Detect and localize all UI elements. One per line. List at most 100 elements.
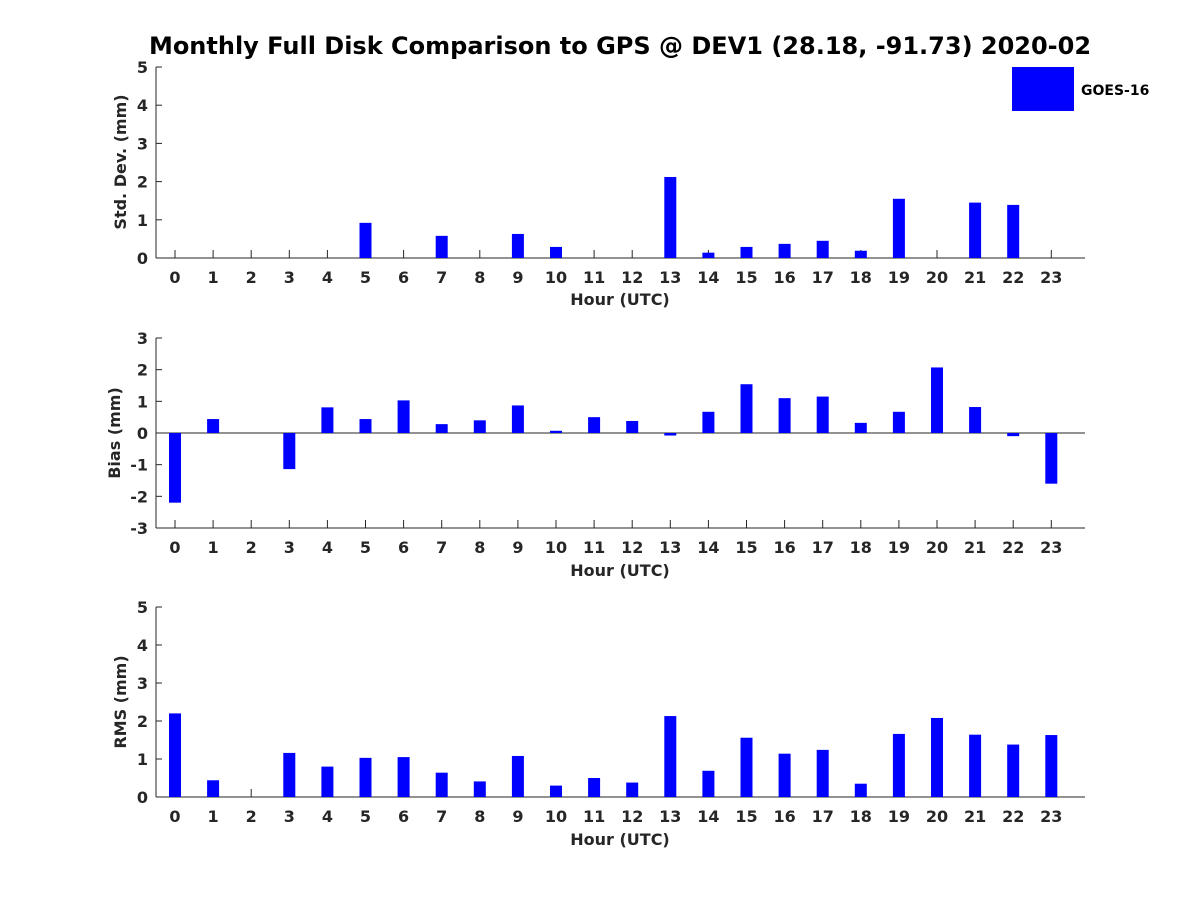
std-dev-bar-hour-10 [550,246,562,258]
std-dev-xtick-label: 19 [888,268,910,287]
std-dev-bar-hour-13 [664,177,677,258]
rms-xtick-label: 18 [850,807,872,826]
std-dev-xtick-label: 8 [474,268,485,287]
bias-ytick-label: -3 [130,519,148,538]
std-dev-bar-hour-15 [740,246,753,258]
rms-xtick-label: 5 [360,807,371,826]
std-dev-xtick-label: 4 [322,268,333,287]
std-dev-xtick-label: 14 [697,268,719,287]
std-dev-xtick-label: 12 [621,268,643,287]
rms-bar-hour-7 [435,772,448,797]
rms-xtick-label: 10 [545,807,567,826]
bias-xtick-label: 2 [246,538,257,557]
bias-bar-hour-19 [892,411,905,433]
bias-xtick-label: 23 [1040,538,1062,557]
bias-xtick-label: 6 [398,538,409,557]
std-dev-xtick-label: 0 [169,268,180,287]
rms-xtick-label: 0 [169,807,180,826]
bias-ytick-label: 1 [137,392,148,411]
std-dev-ytick-label: 3 [137,134,148,153]
std-dev-xtick-label: 21 [964,268,986,287]
std-dev-xtick-label: 1 [208,268,219,287]
bias-xtick-label: 15 [735,538,757,557]
rms-xtick-label: 2 [246,807,257,826]
rms-bar-hour-21 [969,734,982,797]
rms-bar-hour-22 [1007,744,1020,797]
rms-bar-hour-16 [778,753,791,797]
rms-ytick-label: 3 [137,674,148,693]
rms-xtick-label: 1 [208,807,219,826]
rms-ytick-label: 1 [137,750,148,769]
bias-xtick-label: 14 [697,538,719,557]
bias-xtick-label: 21 [964,538,986,557]
std-dev-ytick-label: 4 [137,96,148,115]
bias-xtick-label: 10 [545,538,567,557]
bias-bar-hour-0 [169,433,181,503]
rms-bar-hour-15 [740,737,753,797]
rms-ytick-label: 2 [137,712,148,731]
rms-bar-hour-6 [397,757,410,797]
rms-ylabel: RMS (mm) [111,655,130,748]
bias-bar-hour-16 [778,398,791,433]
std-dev-bar-hour-21 [969,202,982,258]
rms-xtick-label: 20 [926,807,948,826]
bias-xtick-label: 19 [888,538,910,557]
rms-bar-hour-5 [359,757,372,797]
std-dev-bar-hour-9 [511,233,524,258]
rms-xtick-label: 3 [284,807,295,826]
rms-bar-hour-8 [473,781,486,797]
bias-ytick-label: -2 [130,487,148,506]
rms-xtick-label: 12 [621,807,643,826]
std-dev-xtick-label: 10 [545,268,567,287]
rms-xtick-label: 23 [1040,807,1062,826]
bias-bar-hour-1 [207,419,220,433]
std-dev-xtick-label: 6 [398,268,409,287]
rms-xtick-label: 16 [773,807,795,826]
bias-xtick-label: 3 [284,538,295,557]
bias-xtick-label: 20 [926,538,948,557]
std-dev-bar-hour-5 [359,222,372,258]
bias-xtick-label: 12 [621,538,643,557]
std-dev-ytick-label: 5 [137,58,148,77]
rms-xtick-label: 7 [436,807,447,826]
bias-xtick-label: 22 [1002,538,1024,557]
bias-bar-hour-3 [283,433,296,470]
std-dev-xtick-label: 17 [812,268,834,287]
std-dev-ylabel: Std. Dev. (mm) [111,94,130,229]
std-dev-xtick-label: 11 [583,268,605,287]
bias-xtick-label: 4 [322,538,333,557]
std-dev-ytick-label: 0 [137,249,148,268]
rms-xtick-label: 13 [659,807,681,826]
std-dev-bar-hour-19 [892,198,905,258]
rms-xtick-label: 21 [964,807,986,826]
bias-ylabel: Bias (mm) [105,387,124,479]
bias-bar-hour-20 [931,367,943,433]
std-dev-xlabel: Hour (UTC) [570,290,670,309]
bias-bar-hour-21 [969,407,982,433]
bias-xtick-label: 13 [659,538,681,557]
rms-xtick-label: 8 [474,807,485,826]
bias-xtick-label: 16 [773,538,795,557]
bias-bar-hour-18 [854,422,867,433]
std-dev-xtick-label: 20 [926,268,948,287]
std-dev-xtick-label: 13 [659,268,681,287]
std-dev-xtick-label: 15 [735,268,757,287]
std-dev-ytick-label: 2 [137,173,148,192]
bias-bar-hour-6 [397,400,410,433]
chart-title: Monthly Full Disk Comparison to GPS @ DE… [149,32,1091,60]
rms-bar-hour-0 [169,713,181,797]
bias-xtick-label: 18 [850,538,872,557]
rms-bar-hour-9 [511,755,524,797]
bias-ytick-label: -1 [130,456,148,475]
bias-xtick-label: 9 [512,538,523,557]
bias-xlabel: Hour (UTC) [570,561,670,580]
std-dev-bar-hour-14 [702,252,715,258]
bias-bar-hour-10 [550,430,562,433]
rms-ytick-label: 0 [137,788,148,807]
rms-bar-hour-1 [207,780,220,797]
rms-bar-hour-13 [664,716,677,797]
